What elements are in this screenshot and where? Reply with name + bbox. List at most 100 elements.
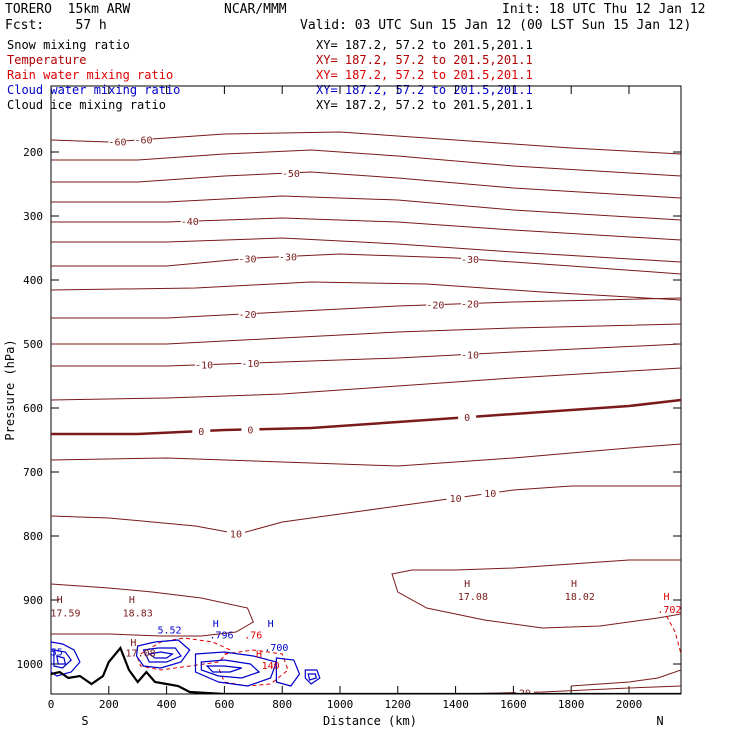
isotherm-18-18 — [571, 669, 681, 687]
y-tick-label-0: 200 — [23, 146, 43, 159]
x-end-label-left: S — [81, 714, 88, 728]
isotherm--45-3 — [51, 195, 681, 221]
isotherm-label-bg-6-0 — [238, 252, 257, 264]
isotherm-label-bg-10-0 — [195, 358, 214, 370]
cloud-water-contour-2 — [56, 655, 67, 665]
isotherm-label-bg-10-1 — [241, 357, 260, 369]
isotherm-label-10-0: -10 — [195, 361, 213, 372]
isotherm-label-12-1: 0 — [247, 425, 253, 436]
annotation-6: H — [571, 579, 577, 590]
annotation-1: 17.59 — [50, 609, 80, 620]
isotherm-label-4-0: -40 — [181, 217, 199, 228]
isotherm-15-15 — [51, 583, 254, 637]
x-end-label-right: N — [656, 714, 663, 728]
isotherm-label-6-2: -30 — [461, 255, 479, 266]
isotherm-label-bg-10-2 — [461, 348, 480, 360]
annotation-0: H — [57, 595, 63, 606]
header-fcst: Fcst: 57 h — [5, 18, 107, 33]
x-tick-label-4: 800 — [272, 698, 292, 711]
cloud-water-contour-8 — [205, 665, 242, 673]
isotherm-label-bg-12-0 — [192, 425, 211, 437]
annotation-12: 17.08 — [126, 648, 156, 659]
isotherm-17-16 — [391, 559, 681, 629]
isotherm--35-5 — [51, 237, 681, 263]
cloud-water-contour-9 — [275, 657, 301, 687]
x-tick-label-3: 600 — [214, 698, 234, 711]
legend-coords-1: XY= 187.2, 57.2 to 201.5,201.1 — [316, 53, 533, 67]
isotherm-5-13 — [51, 443, 681, 467]
y-tick-label-5: 700 — [23, 466, 43, 479]
isotherm-label-bg-6-1 — [278, 250, 297, 262]
cloud-water-contour-7 — [200, 659, 261, 679]
annotation-15: .76 — [244, 630, 262, 641]
isotherm-label-8-0: -20 — [238, 310, 256, 321]
isotherm-label-0-0: -60 — [108, 137, 126, 148]
isotherm--30-6 — [51, 253, 681, 275]
annotation-9: .702 — [657, 605, 681, 616]
isotherm-label-2-0: -50 — [282, 169, 300, 180]
rain-contour-1 — [218, 649, 289, 687]
isotherm-label-bg-14-1 — [446, 492, 465, 503]
cloud-water-contour-6 — [194, 651, 278, 687]
isotherm-label-bg-14-0 — [226, 527, 245, 539]
y-tick-label-3: 500 — [23, 338, 43, 351]
cloud-water-contour-1 — [53, 649, 72, 669]
legend-label-4: Cloud ice mixing ratio — [7, 98, 166, 112]
isotherm-10-14 — [51, 485, 681, 535]
isotherm-label-14-1: 10 — [450, 494, 462, 505]
cloud-water-contour-11 — [307, 673, 318, 681]
cloud-water-contour-4 — [142, 647, 182, 663]
annotation-7: 18.02 — [565, 592, 595, 603]
header-valid: Valid: 03 UTC Sun 15 Jan 12 (00 LST Sun … — [300, 18, 692, 33]
x-tick-label-0: 0 — [48, 698, 55, 711]
isotherm-label-6-1: -30 — [279, 252, 297, 263]
annotation-18: H — [256, 650, 262, 661]
isotherm-label-8-2: -20 — [461, 300, 479, 311]
isotherm-label-bg-6-2 — [461, 253, 480, 264]
isotherm-label-bg-0-0 — [108, 135, 127, 147]
isotherm-label-bg-8-0 — [238, 307, 257, 319]
rain-contour-2 — [666, 615, 681, 655]
plot-area: -60 -60 -50 -40 -30 -30 -30 -20 -20 -20 -10 -10 -10 0… — [50, 131, 681, 699]
isotherm-label-14-2: 10 — [484, 489, 496, 500]
legend-coords-0: XY= 187.2, 57.2 to 201.5,201.1 — [316, 38, 533, 52]
annotation-16: H — [268, 619, 274, 630]
annotation-17: .700 — [264, 643, 288, 654]
legend-label-2: Rain water mixing ratio — [7, 68, 174, 82]
y-tick-label-2: 400 — [23, 274, 43, 287]
annotation-3: 18.83 — [123, 609, 153, 620]
header-org: NCAR/MMM — [224, 2, 287, 17]
header-init: Init: 18 UTC Thu 12 Jan 12 — [502, 2, 706, 17]
isotherm-label-17-0: 20 — [519, 688, 531, 699]
legend-label-0: Snow mixing ratio — [7, 38, 130, 52]
legend-coords-2: XY= 187.2, 57.2 to 201.5,201.1 — [316, 68, 533, 82]
annotation-19: 140 — [262, 661, 280, 672]
isotherm-20-17 — [444, 685, 681, 694]
isotherm--15-9 — [51, 323, 681, 345]
y-tick-label-1: 300 — [23, 210, 43, 223]
isotherm-label-bg-12-2 — [458, 411, 477, 423]
annotation-2: H — [129, 595, 135, 606]
isotherm--25-7 — [51, 281, 681, 301]
cloud-water-contour-3 — [135, 639, 191, 669]
isotherm-label-bg-17-0 — [515, 686, 534, 694]
isotherm-label-14-0: 10 — [230, 529, 242, 540]
x-axis-label: Distance (km) — [323, 714, 417, 728]
y-tick-label-4: 600 — [23, 402, 43, 415]
isotherm-label-bg-2-0 — [281, 166, 300, 178]
isotherm-label-6-0: -30 — [238, 255, 256, 266]
isotherm-label-10-1: -10 — [241, 359, 259, 370]
x-tick-label-1: 200 — [99, 698, 119, 711]
annotation-13: H — [213, 619, 219, 630]
isotherm-label-10-2: -10 — [461, 350, 479, 361]
y-tick-label-7: 900 — [23, 594, 43, 607]
isotherm--10-10 — [51, 343, 681, 367]
annotation-5: 17.08 — [458, 592, 488, 603]
x-tick-label-2: 400 — [157, 698, 177, 711]
isotherm--50-2 — [51, 171, 681, 199]
annotation-20: 5.52 — [157, 625, 181, 636]
annotation-11: H — [130, 638, 136, 649]
isotherm--40-4 — [51, 217, 681, 241]
isotherm-label-bg-8-1 — [426, 298, 445, 310]
isotherm-label-bg-8-2 — [461, 297, 480, 309]
